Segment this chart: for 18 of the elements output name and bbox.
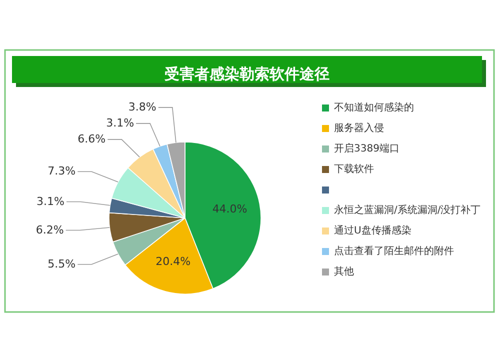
data-label: 7.3% <box>48 164 76 178</box>
data-label: 6.2% <box>36 223 64 236</box>
chart-title: 受害者感染勒索软件途径 <box>164 65 330 84</box>
data-label: 20.4% <box>156 255 191 268</box>
legend-label: 永恒之蓝漏洞/系统漏洞/没打补丁 <box>334 204 481 216</box>
data-label: 44.0% <box>212 202 248 216</box>
data-label: 3.8% <box>128 100 156 114</box>
legend-label: 点击查看了陌生邮件的附件 <box>334 245 454 258</box>
data-label: 3.1% <box>36 194 64 208</box>
data-label: 6.6% <box>78 132 106 146</box>
legend-label: 通过U盘传播感染 <box>334 224 412 237</box>
data-label: 5.5% <box>48 257 76 270</box>
legend-label: 其他 <box>334 266 354 278</box>
legend-label: 服务器入侵 <box>334 122 384 134</box>
legend-label: 下载软件 <box>334 163 374 176</box>
data-label: 3.1% <box>106 116 134 130</box>
legend-label: 开启3389端口 <box>334 142 400 155</box>
legend-label: 不知道如何感染的 <box>334 102 414 114</box>
